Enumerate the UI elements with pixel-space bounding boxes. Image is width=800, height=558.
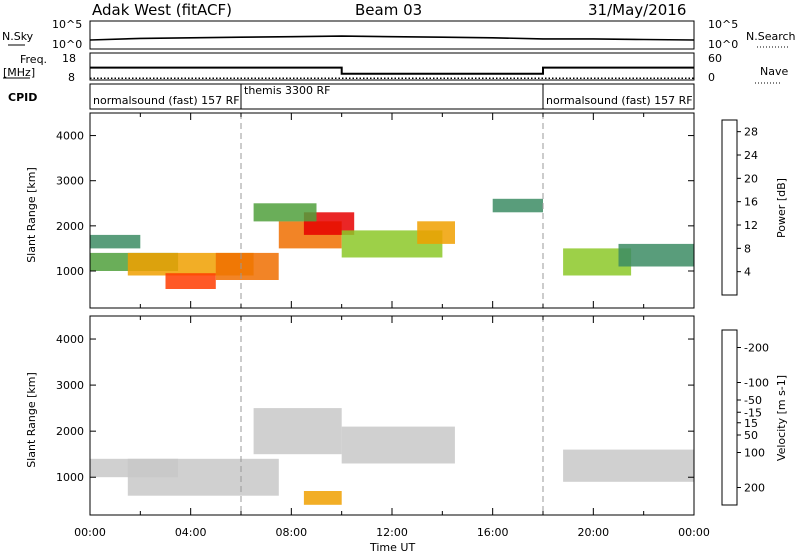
power-colorbar-frame (721, 119, 738, 296)
velocity-panel: 1000 2000 3000 4000 Slant Range [km] (25, 315, 695, 516)
station-title: Adak West (fitACF) (92, 1, 232, 19)
power-x-ticks (89, 113, 695, 308)
freq-series-line (90, 66, 694, 75)
y-tick-label: 1000 (56, 471, 84, 484)
cpid-frame (89, 83, 695, 110)
velocity-y-axis-label: Slant Range [km] (25, 372, 38, 468)
nsky-label: N.Sky (2, 30, 34, 43)
scatter-region (303, 491, 342, 505)
time-axis-labels: 00:00 04:00 08:00 12:00 16:00 20:00 00:00 (74, 526, 710, 539)
freq-frame (89, 52, 695, 81)
noise-series-line (89, 35, 695, 41)
cpid-segments: normalsound (fast) 157 RF themis 3300 RF n… (93, 84, 693, 109)
scatter-region (165, 273, 216, 289)
colorbar-tick-label: 28 (744, 126, 758, 139)
colorbar-tick-label: 16 (744, 196, 758, 209)
scatter-region (618, 243, 694, 267)
cpid-strip: CPID normalsound (fast) 157 RF themis 330… (8, 83, 695, 110)
velocity-x-ticks (89, 316, 695, 515)
scatter-region (492, 198, 543, 213)
y-tick-label: 4000 (56, 333, 84, 346)
freq-right-top: 60 (708, 52, 722, 65)
power-cells (90, 113, 694, 308)
colorbar-tick-label: -100 (744, 377, 769, 390)
cpid-segment-label: normalsound (fast) 157 RF (93, 94, 240, 107)
noise-right-top: 10^5 (708, 18, 738, 31)
colorbar-tick-label: 50 (744, 429, 758, 442)
y-tick-label: 2000 (56, 425, 84, 438)
freq-left-top: 18 (62, 52, 76, 65)
y-tick-label: 4000 (56, 130, 84, 143)
freq-unit-label: [MHz] (3, 66, 35, 79)
scatter-region (90, 234, 141, 249)
power-colorbar-label: Power [dB] (775, 178, 788, 238)
colorbar-tick-label: -50 (744, 394, 762, 407)
freq-panel: Freq. [MHz] 18 8 60 0 Nave (3, 52, 788, 84)
cpid-label: CPID (8, 91, 37, 104)
x-tick-label: 04:00 (175, 526, 207, 539)
x-tick-label: 08:00 (275, 526, 307, 539)
power-y-axis-label: Slant Range [km] (25, 167, 38, 263)
velocity-colorbar-label: Velocity [m s-1] (775, 375, 788, 461)
x-tick-label: 12:00 (376, 526, 408, 539)
noise-panel: N.Sky 10^5 10^0 10^5 10^0 N.Search (2, 18, 796, 51)
freq-left-bottom: 8 (68, 71, 75, 84)
noise-right-bottom: 10^0 (708, 38, 738, 51)
scatter-region (417, 221, 455, 244)
colorbar-tick-label: 24 (744, 149, 758, 162)
colorbar-tick-label: 8 (744, 242, 751, 255)
colorbar-tick-label: 12 (744, 219, 758, 232)
scatter-region (563, 449, 694, 482)
freq-label: Freq. (20, 53, 47, 66)
scatter-region (127, 458, 279, 496)
velocity-colorbar-frame (721, 329, 738, 506)
y-tick-label: 3000 (56, 175, 84, 188)
cpid-segment-label: themis 3300 RF (244, 84, 331, 97)
colorbar-tick-label: 20 (744, 172, 758, 185)
scatter-region (253, 203, 317, 222)
beam-title: Beam 03 (355, 1, 422, 19)
x-tick-label: 16:00 (477, 526, 509, 539)
colorbar-tick-label: 4 (744, 266, 751, 279)
colorbar-tick-label: 200 (744, 482, 765, 495)
scatter-region (215, 252, 279, 280)
noise-left-top: 10^5 (52, 18, 82, 31)
nave-label: Nave (760, 65, 788, 78)
x-tick-label: 00:00 (678, 526, 710, 539)
power-panel: 1000 2000 3000 4000 Slant Range [km] (25, 112, 695, 309)
date-title: 31/May/2016 (588, 1, 686, 19)
noise-frame (89, 20, 695, 50)
power-colorbar-ticks: 4 8 12 16 20 24 28 (737, 126, 758, 279)
x-tick-label: 00:00 (74, 526, 106, 539)
y-tick-label: 2000 (56, 220, 84, 233)
scatter-region (341, 426, 455, 464)
time-axis-title: Time UT (369, 541, 415, 554)
nsearch-label: N.Search (746, 30, 796, 43)
power-colorbar: 4 8 12 16 20 24 28 Power [dB] (721, 119, 788, 296)
scatter-region (253, 408, 342, 455)
colorbar-tick-label: -15 (744, 406, 762, 419)
colorbar-tick-label: -200 (744, 342, 769, 355)
freq-right-bottom: 0 (708, 71, 715, 84)
colorbar-tick-label: 100 (744, 447, 765, 460)
cpid-segment-label: normalsound (fast) 157 RF (546, 94, 693, 107)
velocity-cells (90, 316, 694, 515)
y-tick-label: 1000 (56, 265, 84, 278)
power-y-ticks: 1000 2000 3000 4000 (56, 130, 694, 278)
velocity-y-ticks: 1000 2000 3000 4000 (56, 333, 694, 484)
y-tick-label: 3000 (56, 379, 84, 392)
noise-left-bottom: 10^0 (52, 38, 82, 51)
colorbar-tick-label: 15 (744, 417, 758, 430)
x-tick-label: 20:00 (577, 526, 609, 539)
